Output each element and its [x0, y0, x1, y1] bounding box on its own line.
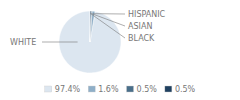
legend-swatch	[127, 86, 134, 92]
legend-label: 1.6%	[98, 85, 119, 94]
category-label: WHITE	[10, 38, 36, 47]
legend-label: 0.5%	[175, 85, 196, 94]
legend-label: 97.4%	[55, 85, 81, 94]
category-label: BLACK	[128, 34, 155, 43]
pie-slice	[90, 11, 92, 42]
legend-label: 0.5%	[137, 85, 158, 94]
legend-swatch	[165, 86, 172, 92]
legend-swatch	[45, 86, 52, 92]
category-label: ASIAN	[128, 22, 152, 31]
legend-swatch	[88, 86, 95, 92]
category-label: HISPANIC	[128, 10, 166, 19]
pie-slice	[90, 11, 92, 42]
chart: WHITE HISPANIC ASIAN BLACK 97.4% 1.6% 0.5% 0.5%	[0, 0, 240, 100]
pie-slice	[90, 11, 95, 42]
labels: WHITE HISPANIC ASIAN BLACK	[10, 10, 166, 47]
leader-line	[42, 42, 78, 43]
leader-line	[91, 14, 125, 26]
legend: 97.4% 1.6% 0.5% 0.5%	[45, 85, 196, 94]
leader-line	[93, 13, 125, 14]
leader-line	[90, 13, 125, 38]
